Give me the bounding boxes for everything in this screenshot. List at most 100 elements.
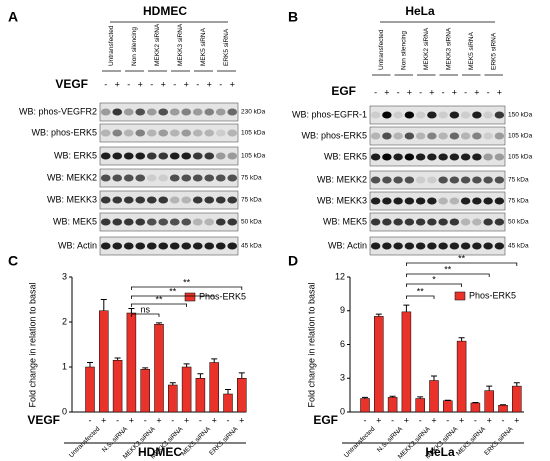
blot-band bbox=[438, 242, 448, 250]
treatment-level: + bbox=[138, 79, 143, 89]
blot-band bbox=[192, 218, 203, 226]
blot-band bbox=[460, 242, 471, 250]
y-tick-label: 0 bbox=[340, 406, 345, 416]
treatment-level: + bbox=[487, 415, 492, 425]
error-bar bbox=[444, 399, 451, 401]
treatment-level: - bbox=[419, 87, 422, 97]
blot-band bbox=[438, 153, 448, 161]
y-tick-label: 3 bbox=[340, 373, 345, 383]
blot-strip bbox=[99, 123, 239, 143]
bar bbox=[512, 385, 522, 413]
blot-band bbox=[427, 153, 437, 161]
bar bbox=[470, 402, 481, 413]
blot-band bbox=[483, 176, 493, 184]
blot-band bbox=[460, 176, 471, 184]
treatment-level: - bbox=[144, 415, 147, 425]
blot-band bbox=[494, 197, 505, 205]
sig-label: ** bbox=[169, 286, 177, 296]
blot-band bbox=[382, 153, 392, 161]
blot-band bbox=[472, 111, 482, 119]
treatment-level: + bbox=[184, 79, 189, 89]
blot-band bbox=[146, 242, 157, 250]
blot-strip bbox=[369, 105, 506, 125]
treatment-level: + bbox=[407, 87, 412, 97]
treatment-level: - bbox=[104, 79, 107, 89]
blot-band bbox=[158, 174, 169, 182]
blot-band bbox=[472, 176, 482, 184]
lane-label: ERK5 siRNA bbox=[223, 28, 230, 66]
row-label: WB: Actin bbox=[328, 240, 367, 250]
sig-label: ** bbox=[183, 277, 191, 287]
blot-band bbox=[494, 132, 505, 140]
row-label: WB: phos-ERK5 bbox=[301, 130, 367, 140]
blot-band bbox=[123, 152, 134, 160]
blot-band bbox=[393, 153, 403, 161]
sig-bracket bbox=[406, 262, 518, 266]
blot-band bbox=[158, 129, 169, 137]
blot-band bbox=[100, 218, 111, 226]
treatment-level: + bbox=[384, 87, 389, 97]
error-bar bbox=[375, 313, 382, 317]
blot-band bbox=[215, 242, 226, 250]
blot-band bbox=[415, 132, 426, 140]
bar bbox=[181, 366, 192, 413]
treatment-level: - bbox=[199, 415, 202, 425]
blot-band bbox=[483, 218, 493, 226]
error-bar bbox=[225, 389, 231, 394]
blot-band bbox=[472, 242, 482, 250]
blot-band bbox=[438, 176, 448, 184]
blot-band bbox=[204, 108, 215, 116]
treatment-level: - bbox=[474, 415, 477, 425]
blot-band bbox=[494, 218, 505, 226]
blot-band bbox=[438, 218, 448, 226]
blot-band bbox=[393, 111, 403, 119]
bar bbox=[360, 398, 370, 413]
sig-bracket bbox=[406, 273, 490, 277]
y-tick-label: 3 bbox=[62, 271, 67, 281]
blot-band bbox=[135, 196, 146, 204]
group-label: N.S. siRNA bbox=[376, 425, 405, 454]
blot-band bbox=[192, 108, 203, 116]
error-bar bbox=[211, 358, 218, 363]
bar bbox=[168, 384, 178, 413]
lane-label: Untransfected bbox=[378, 29, 385, 70]
blot-band bbox=[204, 196, 215, 204]
lane-label: ERK5 siRNA bbox=[490, 32, 497, 70]
treatment-level: + bbox=[431, 415, 436, 425]
lane-label: MEK5 siRNA bbox=[468, 31, 475, 70]
blot-band bbox=[135, 108, 146, 116]
blot-band bbox=[382, 197, 392, 205]
row-label: WB: ERK5 bbox=[324, 151, 367, 161]
blot-band bbox=[472, 132, 482, 140]
bar bbox=[85, 366, 95, 413]
blot-band bbox=[460, 218, 471, 226]
error-bar bbox=[472, 401, 479, 403]
blot-band bbox=[449, 176, 460, 184]
bar bbox=[456, 340, 467, 413]
blot-band bbox=[415, 242, 426, 250]
blot-band bbox=[192, 242, 203, 250]
kda-label: 105 kDa bbox=[508, 154, 533, 161]
treatment-level: - bbox=[150, 79, 153, 89]
blot-band bbox=[215, 174, 226, 182]
error-bar bbox=[486, 385, 493, 391]
blot-band bbox=[370, 218, 381, 226]
blot-band bbox=[123, 242, 134, 250]
blot-band bbox=[215, 108, 226, 116]
blot-band bbox=[404, 153, 415, 161]
bar bbox=[387, 397, 398, 413]
blot-band bbox=[393, 218, 403, 226]
footer: HeLa bbox=[425, 445, 455, 459]
blot-band bbox=[135, 129, 146, 137]
blot-band bbox=[472, 197, 482, 205]
blot-band bbox=[438, 132, 448, 140]
blot-band bbox=[438, 197, 448, 205]
legend-swatch bbox=[454, 291, 466, 301]
blot-band bbox=[370, 132, 381, 140]
bar bbox=[484, 390, 494, 413]
group-label: Untransfected bbox=[68, 425, 102, 459]
kda-label: 75 kDa bbox=[508, 177, 529, 184]
sig-label: ** bbox=[444, 264, 452, 274]
blot-band bbox=[227, 152, 238, 160]
